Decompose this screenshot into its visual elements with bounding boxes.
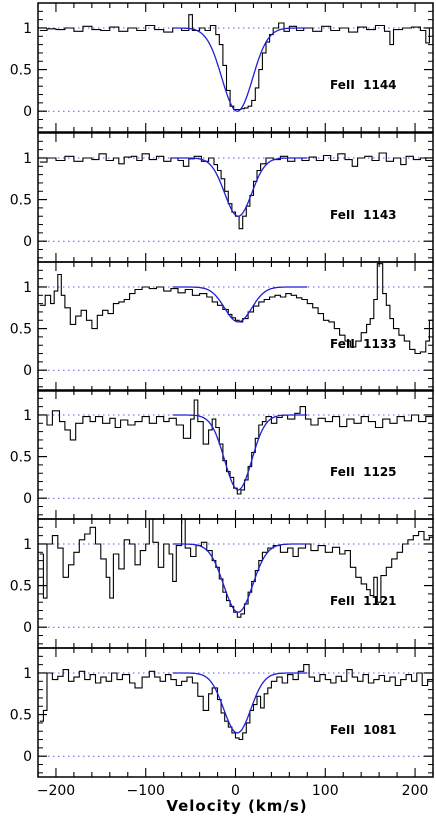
- y-tick-label: 0: [23, 234, 32, 250]
- y-tick-label: 0: [23, 363, 32, 379]
- panel-3: 0 0.5 1 FeII 1133: [10, 261, 434, 392]
- ion-label: FeII 1121: [330, 594, 397, 608]
- panel-2: 0 0.5 1 FeII 1143: [10, 132, 434, 263]
- x-tick-label: 100: [312, 783, 339, 799]
- y-tick-label: 0: [23, 620, 32, 636]
- y-tick-label: 1: [23, 408, 32, 424]
- y-tick-label: 0.5: [10, 193, 32, 209]
- y-tick-label: 1: [23, 666, 32, 682]
- x-tick-label: 0: [231, 783, 240, 799]
- spectrum-line: [39, 263, 433, 355]
- y-tick-label: 0.5: [10, 450, 32, 466]
- fit-curve: [172, 27, 308, 112]
- y-tick-label: 1: [23, 21, 32, 37]
- y-tick-label: 0: [23, 491, 32, 507]
- panel-4: 0 0.5 1 FeII 1125: [10, 389, 434, 520]
- x-tick-label: −100: [127, 783, 165, 799]
- y-tick-label: 1: [23, 151, 32, 167]
- ion-label: FeII 1081: [330, 723, 397, 737]
- fit-curve: [172, 672, 308, 734]
- fit-curve: [172, 157, 308, 217]
- fit-curve: [172, 543, 308, 613]
- x-tick-label: −200: [37, 783, 75, 799]
- y-tick-label: 0: [23, 104, 32, 120]
- y-tick-label: 0.5: [10, 63, 32, 79]
- spectrum-line: [39, 14, 433, 111]
- y-tick-label: 0: [23, 749, 32, 765]
- spectrum-line: [39, 399, 433, 495]
- ion-label: FeII 1143: [330, 208, 397, 222]
- panel-1: 0 0.5 1 FeII 1144: [10, 2, 434, 133]
- spectrum-line: [39, 664, 433, 741]
- panels-layer: 0 0.5 1 FeII 1144 0 0.5 1 FeII 1143 0 0.5 1 FeII 11…: [10, 2, 434, 799]
- y-tick-label: 0.5: [10, 579, 32, 595]
- ion-label: FeII 1133: [330, 337, 397, 351]
- x-tick-label: 200: [402, 783, 429, 799]
- fit-curve: [172, 286, 308, 323]
- y-tick-label: 0.5: [10, 322, 32, 338]
- ion-label: FeII 1125: [330, 465, 397, 479]
- fit-curve: [172, 414, 308, 491]
- y-tick-label: 1: [23, 537, 32, 553]
- y-tick-label: 1: [23, 280, 32, 296]
- x-axis-title: Velocity (km/s): [166, 797, 307, 815]
- y-tick-label: 0.5: [10, 708, 32, 724]
- ion-label: FeII 1144: [330, 78, 397, 92]
- panel-6: 0 0.5 1 FeII 1081: [10, 647, 434, 778]
